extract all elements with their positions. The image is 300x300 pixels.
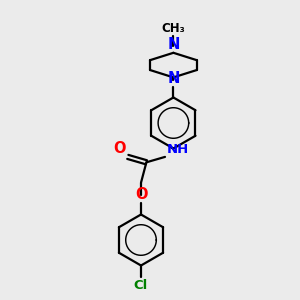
Text: CH₃: CH₃ bbox=[161, 22, 185, 35]
Text: N: N bbox=[167, 37, 180, 52]
Text: O: O bbox=[113, 141, 126, 156]
Text: NH: NH bbox=[167, 143, 189, 156]
Text: Cl: Cl bbox=[134, 279, 148, 292]
Text: O: O bbox=[135, 187, 147, 202]
Text: N: N bbox=[167, 71, 180, 86]
